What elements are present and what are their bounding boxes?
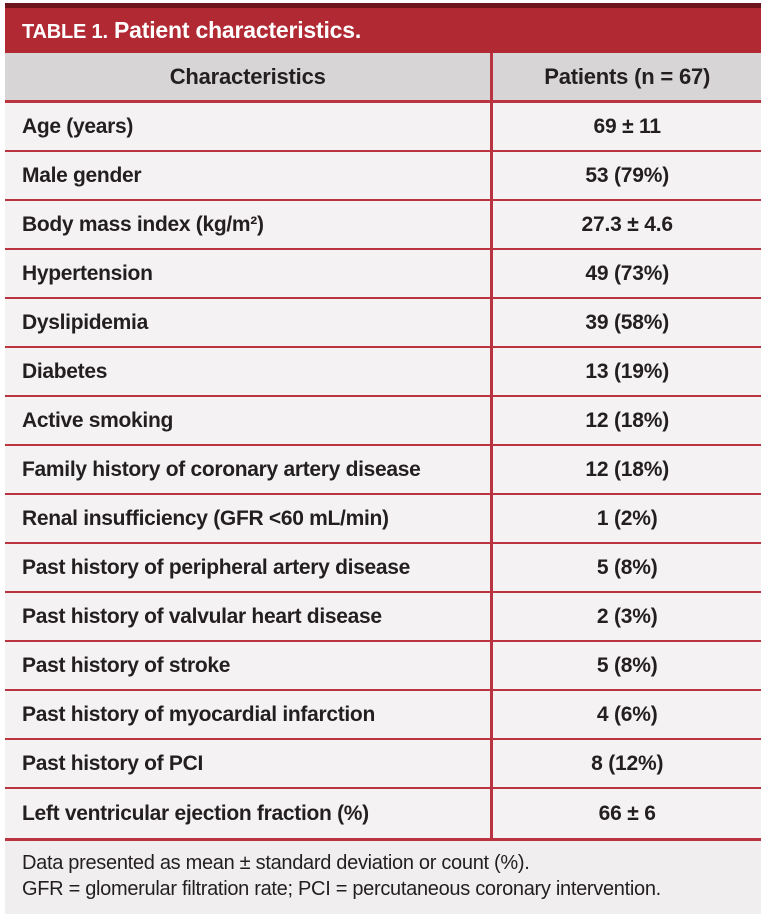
row-value: 12 (18%) bbox=[585, 408, 669, 432]
row-value: 53 (79%) bbox=[585, 163, 669, 187]
table-title: TABLE 1. Patient characteristics. bbox=[22, 17, 361, 44]
row-label: Hypertension bbox=[5, 250, 494, 297]
row-label: Diabetes bbox=[5, 348, 494, 395]
table-row: Body mass index (kg/m²) 27.3 ± 4.6 bbox=[5, 201, 761, 250]
row-value: 8 (12%) bbox=[591, 751, 664, 775]
footnote-line-2: GFR = glomerular filtration rate; PCI = … bbox=[22, 878, 661, 900]
header-characteristics: Characteristics bbox=[5, 53, 494, 100]
row-label: Past history of peripheral artery diseas… bbox=[5, 544, 494, 591]
table-row: Hypertension 49 (73%) bbox=[5, 250, 761, 299]
table-row: Age (years) 69 ± 11 bbox=[5, 103, 761, 152]
table-header-row: Characteristics Patients (n = 67) bbox=[5, 53, 761, 103]
table-title-bar: TABLE 1. Patient characteristics. bbox=[5, 3, 761, 53]
row-value: 5 (8%) bbox=[596, 653, 658, 677]
row-label: Body mass index (kg/m²) bbox=[5, 201, 494, 248]
table-row: Dyslipidemia 39 (58%) bbox=[5, 299, 761, 348]
table-title-text: Patient characteristics. bbox=[107, 17, 362, 43]
table-body: Age (years) 69 ± 11 Male gender 53 (79%)… bbox=[5, 103, 761, 838]
row-label: Active smoking bbox=[5, 397, 494, 444]
row-value: 66 ± 6 bbox=[598, 801, 656, 825]
row-value: 39 (58%) bbox=[585, 310, 669, 334]
row-value: 13 (19%) bbox=[585, 359, 669, 383]
row-value: 2 (3%) bbox=[596, 604, 658, 628]
table-number-label: TABLE 1. bbox=[22, 21, 108, 43]
table-row: Past history of stroke 5 (8%) bbox=[5, 642, 761, 691]
footnote-line-1: Data presented as mean ± standard deviat… bbox=[22, 852, 530, 874]
table-row: Left ventricular ejection fraction (%) 6… bbox=[5, 789, 761, 838]
table-row: Past history of peripheral artery diseas… bbox=[5, 544, 761, 593]
row-label: Past history of valvular heart disease bbox=[5, 593, 494, 640]
row-label: Age (years) bbox=[5, 103, 494, 150]
row-label: Family history of coronary artery diseas… bbox=[5, 446, 494, 493]
table-row: Past history of valvular heart disease 2… bbox=[5, 593, 761, 642]
table-row: Male gender 53 (79%) bbox=[5, 152, 761, 201]
row-value: 1 (2%) bbox=[596, 506, 658, 530]
row-label: Left ventricular ejection fraction (%) bbox=[5, 789, 494, 838]
row-value: 5 (8%) bbox=[596, 555, 658, 579]
row-value: 49 (73%) bbox=[585, 261, 669, 285]
row-value: 12 (18%) bbox=[585, 457, 669, 481]
row-value: 4 (6%) bbox=[596, 702, 658, 726]
row-value: 27.3 ± 4.6 bbox=[581, 212, 673, 236]
header-patients: Patients (n = 67) bbox=[544, 63, 711, 89]
row-label: Past history of stroke bbox=[5, 642, 494, 689]
table-row: Active smoking 12 (18%) bbox=[5, 397, 761, 446]
table-row: Family history of coronary artery diseas… bbox=[5, 446, 761, 495]
table-row: Renal insufficiency (GFR <60 mL/min) 1 (… bbox=[5, 495, 761, 544]
row-label: Past history of myocardial infarction bbox=[5, 691, 494, 738]
row-label: Past history of PCI bbox=[5, 740, 494, 787]
table-row: Past history of myocardial infarction 4 … bbox=[5, 691, 761, 740]
table-row: Past history of PCI 8 (12%) bbox=[5, 740, 761, 789]
row-value: 69 ± 11 bbox=[593, 114, 662, 138]
row-label: Male gender bbox=[5, 152, 494, 199]
footnote-panel: Data presented as mean ± standard deviat… bbox=[5, 838, 761, 914]
table-row: Diabetes 13 (19%) bbox=[5, 348, 761, 397]
row-label: Dyslipidemia bbox=[5, 299, 494, 346]
row-label: Renal insufficiency (GFR <60 mL/min) bbox=[5, 495, 494, 542]
